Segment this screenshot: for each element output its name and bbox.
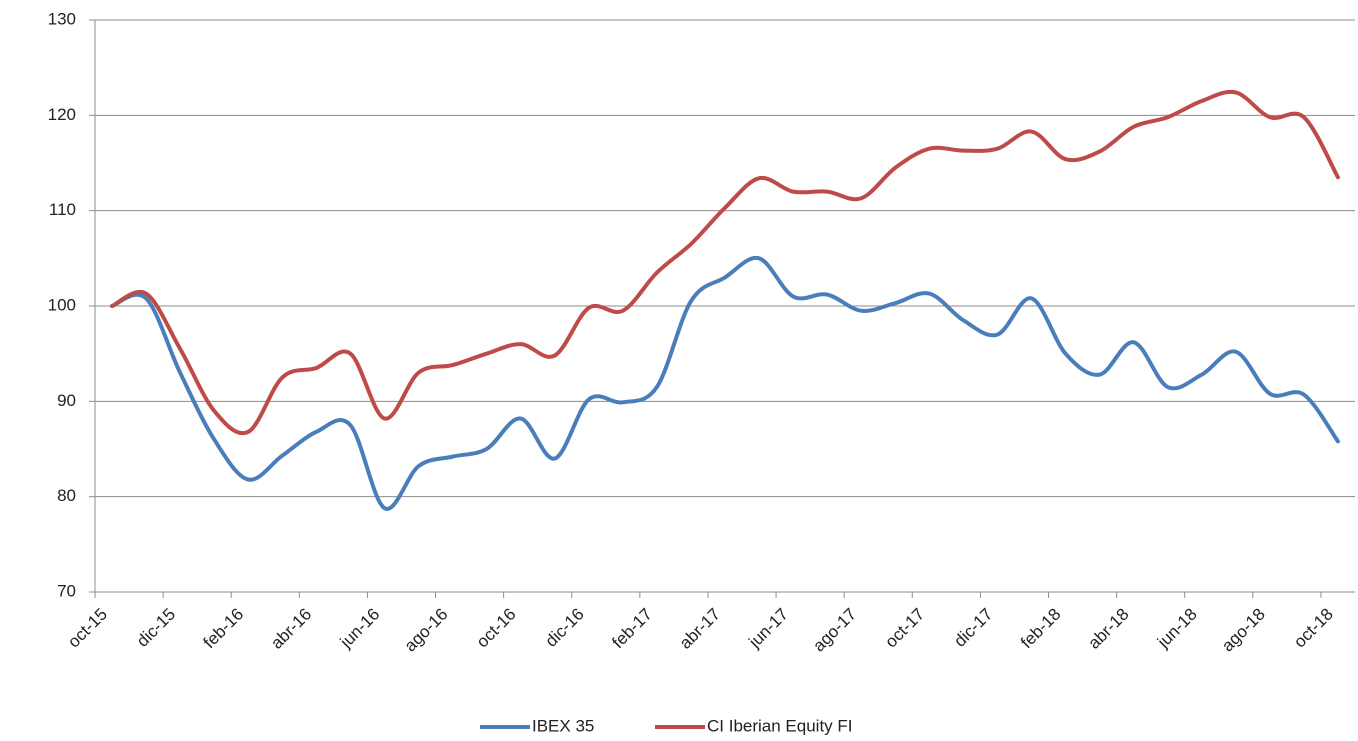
x-tick-label: abr-16 bbox=[267, 605, 315, 653]
y-tick-label: 70 bbox=[57, 581, 76, 600]
x-tick-label: dic-17 bbox=[950, 605, 996, 651]
x-tick-label: oct-16 bbox=[473, 605, 520, 652]
series-line bbox=[110, 89, 1340, 436]
y-tick-label: 100 bbox=[48, 295, 76, 314]
x-tick-label: jun-18 bbox=[1153, 605, 1201, 653]
y-tick-label: 120 bbox=[48, 105, 76, 124]
y-tick-label: 110 bbox=[49, 200, 76, 219]
x-tick-label: feb-16 bbox=[200, 605, 248, 653]
y-tick-label: 80 bbox=[57, 486, 76, 505]
x-tick-label: oct-15 bbox=[64, 605, 111, 652]
x-tick-label: ago-17 bbox=[809, 605, 860, 656]
x-tick-label: ago-18 bbox=[1218, 605, 1269, 656]
x-tick-label: abr-17 bbox=[676, 605, 724, 653]
x-tick-label: dic-16 bbox=[542, 605, 588, 651]
x-tick-label: oct-18 bbox=[1290, 605, 1337, 652]
x-tick-label: ago-16 bbox=[401, 605, 452, 656]
x-tick-label: feb-18 bbox=[1017, 605, 1065, 653]
x-tick-label: oct-17 bbox=[881, 605, 928, 652]
x-tick-label: jun-16 bbox=[336, 605, 384, 653]
x-tick-label: dic-15 bbox=[133, 605, 179, 651]
x-tick-label: jun-17 bbox=[745, 605, 793, 653]
x-tick-label: abr-18 bbox=[1084, 605, 1132, 653]
series-line bbox=[110, 255, 1340, 511]
y-tick-label: 130 bbox=[48, 9, 76, 28]
y-tick-label: 90 bbox=[57, 391, 76, 410]
x-tick-label: feb-17 bbox=[608, 605, 656, 653]
legend-label: IBEX 35 bbox=[532, 716, 594, 735]
legend-label: CI Iberian Equity FI bbox=[707, 716, 853, 735]
